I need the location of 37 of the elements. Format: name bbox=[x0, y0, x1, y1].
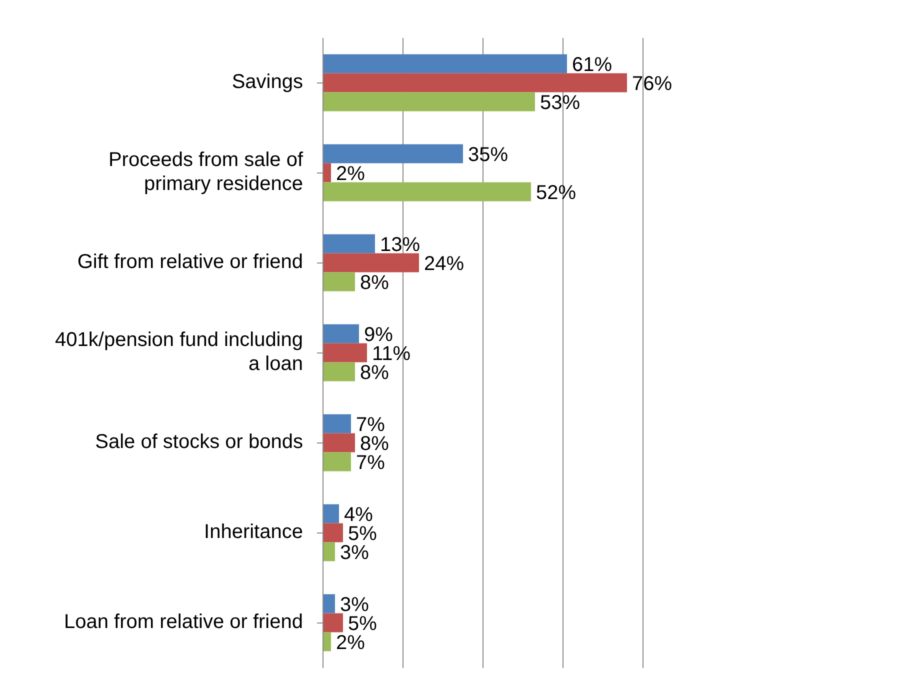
bar bbox=[323, 253, 419, 272]
data-label: 61% bbox=[572, 54, 612, 76]
y-tick-label: 401k/pension fund including a loan bbox=[55, 329, 303, 376]
data-label: 76% bbox=[632, 72, 672, 95]
data-label: 8% bbox=[360, 272, 390, 294]
y-tick-label: Savings bbox=[232, 71, 303, 94]
data-label: 35% bbox=[468, 144, 508, 166]
bar bbox=[323, 343, 367, 362]
bar bbox=[323, 594, 335, 614]
bar bbox=[323, 542, 335, 562]
bar bbox=[323, 144, 463, 164]
bar bbox=[323, 452, 351, 472]
bar bbox=[323, 362, 355, 382]
y-tick-label: Inheritance bbox=[204, 521, 303, 544]
data-label: 24% bbox=[424, 252, 464, 275]
bar bbox=[323, 433, 355, 452]
bar bbox=[323, 414, 351, 434]
bar bbox=[323, 92, 535, 112]
bar bbox=[323, 523, 343, 542]
data-label: 53% bbox=[540, 92, 580, 114]
bar bbox=[323, 163, 331, 182]
bar bbox=[323, 504, 339, 524]
bar bbox=[323, 324, 359, 344]
data-label: 2% bbox=[336, 162, 366, 185]
bar bbox=[323, 182, 531, 202]
y-tick-label: Gift from relative or friend bbox=[77, 251, 303, 274]
y-tick-label: Loan from relative or friend bbox=[64, 611, 303, 634]
data-label: 13% bbox=[380, 234, 420, 256]
data-label: 52% bbox=[536, 182, 576, 204]
bar bbox=[323, 632, 331, 652]
y-tick-label: Sale of stocks or bonds bbox=[95, 431, 303, 454]
bar bbox=[323, 54, 567, 74]
bar bbox=[323, 613, 343, 632]
bar bbox=[323, 234, 375, 254]
bar bbox=[323, 272, 355, 292]
bar bbox=[323, 73, 627, 92]
y-tick-label: Proceeds from sale of primary residence bbox=[108, 149, 304, 196]
